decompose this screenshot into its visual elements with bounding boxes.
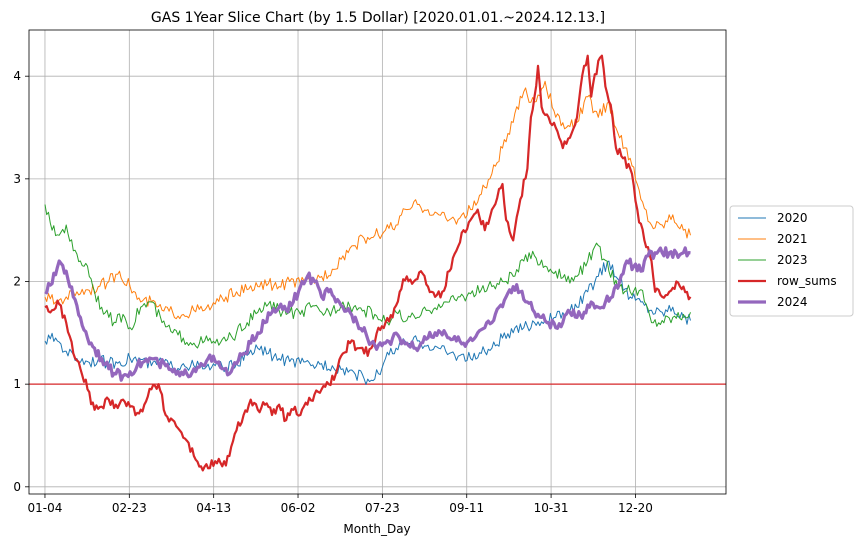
x-tick-label: 04-13: [196, 501, 231, 515]
series-line-2021: [44, 80, 691, 320]
x-axis-label: Month_Day: [343, 522, 410, 536]
series-line-2024: [44, 246, 691, 382]
series-layer: [44, 54, 692, 472]
y-tick-label: 0: [13, 480, 21, 494]
x-tick-label: 12-20: [618, 501, 653, 515]
x-tick-label: 10-31: [534, 501, 569, 515]
x-tick-label: 06-02: [281, 501, 316, 515]
series-line-2023: [44, 204, 691, 349]
legend-label: 2021: [777, 232, 808, 246]
x-axis: 01-04 02-23 04-13 06-02 07-23 09-11 10-31 12-20: [28, 494, 653, 515]
legend-label: 2023: [777, 253, 808, 267]
legend-label: 2020: [777, 211, 808, 225]
y-tick-label: 4: [13, 69, 21, 83]
grid: [29, 30, 726, 494]
legend-label: row_sums: [777, 274, 837, 288]
y-axis: 0 1 2 3 4: [13, 69, 29, 494]
x-tick-label: 09-11: [449, 501, 484, 515]
x-tick-label: 07-23: [365, 501, 400, 515]
legend-box: [729, 205, 854, 317]
y-tick-label: 2: [13, 275, 21, 289]
series-line-2020: [44, 260, 691, 385]
legend: 2020 2021 2023 row_sums 2024: [729, 205, 854, 317]
x-tick-label: 02-23: [112, 501, 147, 515]
y-tick-label: 3: [13, 172, 21, 186]
y-tick-label: 1: [13, 377, 21, 391]
plot-frame: [28, 29, 727, 495]
legend-label: 2024: [777, 295, 808, 309]
x-tick-label: 01-04: [28, 501, 63, 515]
chart-title: GAS 1Year Slice Chart (by 1.5 Dollar) [2…: [151, 10, 605, 26]
series-line-row-sums: [44, 54, 692, 472]
